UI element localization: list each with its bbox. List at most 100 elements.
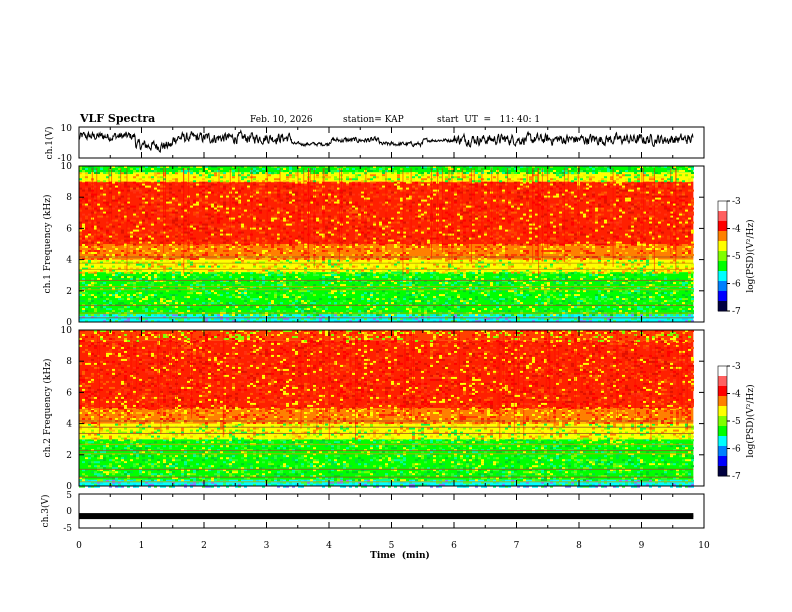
ch2-colorbar: -3 -4 -5 -6 -7 log(PSD)(V²/Hz)	[717, 362, 756, 482]
spec2-ylabel: ch.2 Frequency (kHz)	[42, 359, 53, 458]
spec-streak	[502, 332, 504, 403]
spec-streak	[558, 332, 560, 381]
spec-streak	[654, 332, 656, 386]
figure-start-time: start UT = 11: 40: 1	[437, 115, 540, 125]
colorbar-cell	[718, 221, 727, 232]
xtick-label: 8	[576, 541, 582, 551]
spec-streak	[612, 168, 614, 267]
spec-streak	[309, 332, 311, 389]
colorbar-cell	[718, 241, 727, 252]
figure-station: station= KAP	[343, 115, 404, 125]
spec-line	[79, 450, 694, 452]
spec-streak	[111, 168, 113, 220]
spec-streak	[686, 332, 688, 430]
spec-streak	[165, 168, 167, 241]
colorbar-tick-label: -3	[732, 362, 741, 372]
ch3-ytick-bottom: -5	[63, 524, 72, 534]
spec-streak	[163, 168, 165, 254]
ch3-xticks	[78, 494, 705, 528]
spec-line	[79, 304, 694, 306]
colorbar-cell	[718, 396, 727, 407]
spec-streak	[157, 332, 159, 414]
spec-streak	[266, 168, 268, 248]
spec-streak	[385, 168, 387, 251]
spec-streak	[309, 168, 311, 238]
spec-streak	[183, 168, 185, 274]
figure-title: VLF Spectra	[79, 112, 155, 125]
spec-streak	[643, 168, 645, 236]
spec-streak	[675, 168, 677, 258]
spec-streak	[96, 168, 98, 240]
spec-streak	[507, 168, 509, 223]
spec-streak	[322, 332, 324, 426]
spec-streak	[677, 332, 679, 405]
ch1-spectrogram-image	[79, 166, 704, 323]
spec-streak	[403, 332, 405, 419]
ytick-label: 10	[61, 162, 73, 172]
xtick-label: 6	[451, 541, 457, 551]
spec-streak	[300, 332, 302, 429]
ch1-ytick-top: 10	[61, 124, 73, 134]
ytick-label: 6	[66, 388, 72, 398]
figure-date: Feb. 10, 2026	[250, 115, 313, 125]
spec-streak	[323, 168, 325, 245]
spec-streak	[170, 332, 172, 382]
spec-streak	[99, 332, 101, 434]
colorbar-cell	[718, 366, 727, 377]
spec-streak	[670, 168, 672, 254]
xtick-label: 3	[264, 541, 270, 551]
spec-streak	[126, 168, 128, 271]
spec-streak	[517, 332, 519, 394]
spec-streak	[191, 332, 193, 415]
spec-streak	[339, 168, 341, 262]
colorbar-cell	[718, 466, 727, 477]
ytick-label: 8	[66, 357, 72, 367]
ytick-label: 6	[66, 224, 72, 234]
colorbar-tick-label: -5	[732, 417, 741, 427]
x-tick-labels: 0 1 2 3 4 5 6 7 8 9 10	[76, 541, 710, 551]
spec1-yticks: 0 2 4 6 8 10	[61, 162, 704, 328]
ytick-label: 8	[66, 193, 72, 203]
colorbar-cell	[718, 416, 727, 427]
spec-streak	[598, 332, 600, 384]
colorbar-cell	[718, 446, 727, 457]
spec-streak	[592, 332, 594, 394]
spec2-xticks	[78, 330, 705, 486]
ch1-ytick-bottom: -10	[58, 154, 73, 164]
spec-line	[79, 481, 694, 483]
spec-streak	[451, 168, 453, 266]
spec-line	[79, 279, 694, 281]
colorbar-cell	[718, 376, 727, 387]
spec1-xticks	[78, 166, 705, 322]
spec-streak	[473, 168, 475, 229]
ytick-label: 2	[66, 287, 72, 297]
ch1-trace	[78, 128, 694, 153]
spec-streak	[334, 332, 336, 393]
spec-streak	[617, 332, 619, 422]
spec-streak	[404, 332, 406, 419]
xtick-label: 2	[201, 541, 207, 551]
spec-line	[79, 453, 694, 455]
spec-streak	[120, 168, 122, 218]
spec-streak	[91, 168, 93, 229]
spec-streak	[448, 168, 450, 271]
spec-line	[79, 476, 694, 478]
ytick-label: 2	[66, 451, 72, 461]
spec-streak	[160, 332, 162, 434]
spec-streak	[538, 168, 540, 278]
xtick-label: 7	[514, 541, 520, 551]
spec-streak	[229, 168, 231, 243]
spec2-yticks: 0 2 4 6 8 10	[61, 326, 704, 492]
spec-streak	[167, 332, 169, 404]
colorbar-cell	[718, 211, 727, 222]
spec-streak	[135, 332, 137, 408]
spec-streak	[574, 332, 576, 411]
spec-streak	[341, 168, 343, 247]
spec-streak	[402, 168, 404, 276]
spec-line	[79, 432, 694, 434]
spec-streak	[279, 168, 281, 245]
spec-streak	[437, 168, 439, 239]
spec-streak	[303, 168, 305, 255]
spec-band-yellowred	[79, 330, 694, 341]
colorbar-cell	[718, 231, 727, 242]
